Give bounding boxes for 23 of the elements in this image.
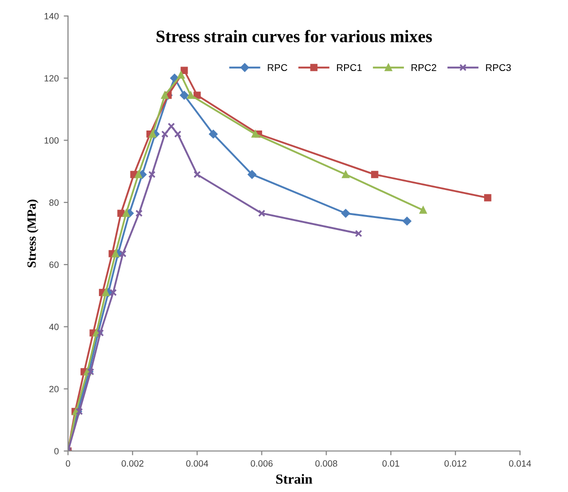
- y-tick-label: 80: [49, 199, 59, 206]
- legend-label: RPC: [268, 64, 288, 72]
- y-axis-title: Stress (MPa): [27, 200, 38, 268]
- x-tick-label: 0.004: [186, 460, 208, 467]
- y-tick-label: 120: [44, 75, 59, 82]
- y-tick-label: 40: [49, 324, 59, 330]
- x-tick-label: 0.008: [315, 460, 338, 467]
- x-tick-label: 0: [66, 460, 70, 467]
- legend-label: RPC2: [412, 64, 436, 72]
- y-tick-label: 60: [49, 262, 59, 268]
- x-tick-label: 0.002: [122, 460, 144, 467]
- legend-label: RPC1: [337, 64, 362, 72]
- legend-label: RPC3: [486, 64, 511, 72]
- y-tick-label: 100: [44, 137, 59, 144]
- x-axis-title: Strain: [276, 474, 312, 484]
- x-tick-label: 0.006: [250, 460, 273, 467]
- x-tick-label: 0.01: [382, 460, 400, 467]
- x-tick-label: 0.014: [509, 460, 532, 467]
- x-tick-label: 0.012: [444, 460, 466, 467]
- text: Stress strain curves for various mixes: [156, 30, 432, 42]
- y-tick-label: 20: [49, 386, 59, 392]
- y-tick-label: 0: [54, 448, 59, 454]
- y-tick-label: 140: [44, 12, 59, 20]
